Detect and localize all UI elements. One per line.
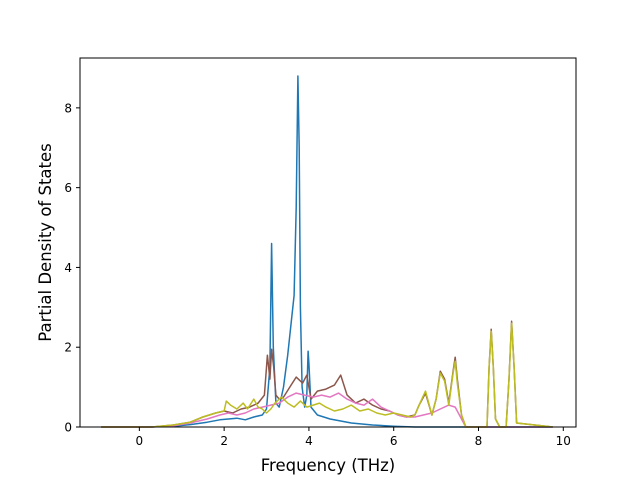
series-lines <box>101 75 553 428</box>
y-tick-label: 2 <box>64 341 72 355</box>
series-line-4 <box>101 322 553 428</box>
x-tick-label: 10 <box>556 434 571 448</box>
y-tick-label: 4 <box>64 261 72 275</box>
y-axis-ticks: 0 2 4 6 8 <box>64 101 80 435</box>
series-line-2 <box>101 320 553 428</box>
x-tick-label: 8 <box>475 434 483 448</box>
series-line-3 <box>101 392 553 428</box>
x-tick-label: 4 <box>305 434 313 448</box>
y-tick-label: 8 <box>64 101 72 115</box>
x-tick-label: 2 <box>220 434 228 448</box>
series-line-1 <box>101 75 553 428</box>
x-axis-label: Frequency (THz) <box>261 456 396 475</box>
plot-frame <box>79 57 577 428</box>
y-tick-label: 6 <box>64 181 72 195</box>
y-axis-label: Partial Density of States <box>36 143 55 342</box>
y-tick-label: 0 <box>64 421 72 435</box>
x-tick-label: 0 <box>136 434 144 448</box>
x-tick-label: 6 <box>390 434 398 448</box>
x-axis-ticks: 0 2 4 6 8 10 <box>136 427 571 448</box>
